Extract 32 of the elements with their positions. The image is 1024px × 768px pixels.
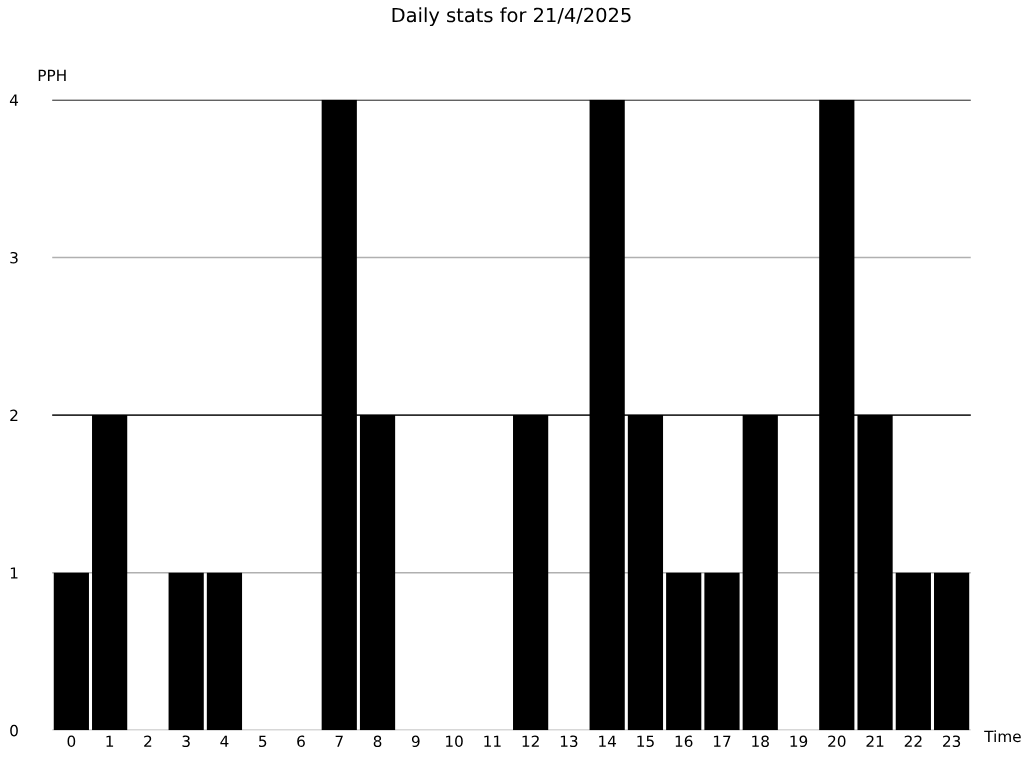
y-axis-title: PPH [38,69,66,81]
x-tick-label: 20 [828,735,846,748]
x-tick-label: 11 [484,735,501,747]
y-tick-label: 1 [10,567,18,579]
x-tick-label: 7 [335,735,343,747]
chart-title: Daily stats for 21/4/2025 [392,7,631,27]
x-tick-label: 21 [866,735,884,747]
x-tick-label: 5 [259,735,267,748]
x-tick-label: 6 [297,735,305,748]
x-tick-label: 14 [599,735,617,747]
x-tick-label: 0 [67,735,76,748]
y-tick-label: 0 [10,724,18,737]
y-tick-label: 3 [10,251,18,264]
x-tick-label: 18 [752,735,769,748]
x-tick-label: 23 [943,735,961,748]
x-tick-label: 13 [560,735,578,748]
x-tick-label: 1 [106,735,114,747]
x-tick-label: 8 [373,735,382,748]
x-tick-label: 19 [790,735,808,748]
x-tick-label: 15 [637,735,654,748]
x-tick-label: 12 [522,735,539,747]
y-tick-label: 4 [9,94,19,106]
y-tick-label: 2 [10,409,18,421]
x-tick-label: 3 [182,735,190,748]
x-tick-label: 17 [713,735,731,747]
x-tick-label: 2 [144,735,152,747]
x-tick-label: 16 [675,735,693,748]
x-axis-title: Time [984,730,1021,743]
x-tick-label: 9 [411,735,420,748]
x-tick-label: 10 [446,735,463,748]
x-tick-label: 22 [904,735,922,747]
x-tick-label: 4 [220,735,229,747]
